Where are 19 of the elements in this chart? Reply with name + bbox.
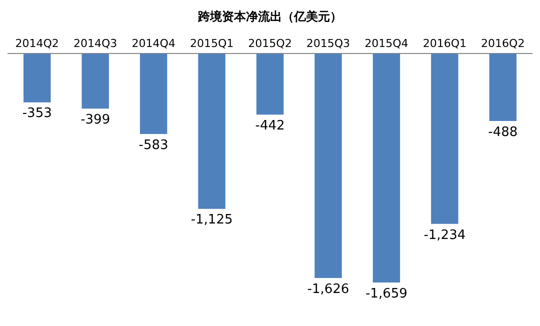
- data-label: -399: [80, 112, 110, 128]
- x-tick-label: 2015Q1: [190, 36, 234, 50]
- x-tick-label: 2016Q2: [481, 36, 525, 50]
- x-tick-label: 2014Q3: [74, 36, 118, 50]
- data-label: -1,659: [365, 286, 408, 302]
- x-tick-label: 2014Q4: [132, 36, 176, 50]
- data-label: -1,125: [190, 212, 233, 228]
- data-label: -583: [138, 138, 168, 153]
- x-tick-label: 2015Q3: [306, 36, 350, 50]
- x-tick-label: 2016Q1: [422, 36, 466, 50]
- data-label: -1,234: [424, 228, 466, 243]
- data-label: -353: [22, 106, 52, 122]
- x-tick-label: 2015Q4: [364, 36, 408, 50]
- data-label: -442: [255, 118, 285, 134]
- data-label: -488: [488, 124, 518, 140]
- x-tick-label: 2014Q2: [15, 36, 59, 50]
- chart-title: 跨境资本净流出（亿美元）: [197, 9, 342, 24]
- data-label: -1,626: [307, 282, 350, 297]
- x-tick-label: 2015Q2: [248, 36, 292, 50]
